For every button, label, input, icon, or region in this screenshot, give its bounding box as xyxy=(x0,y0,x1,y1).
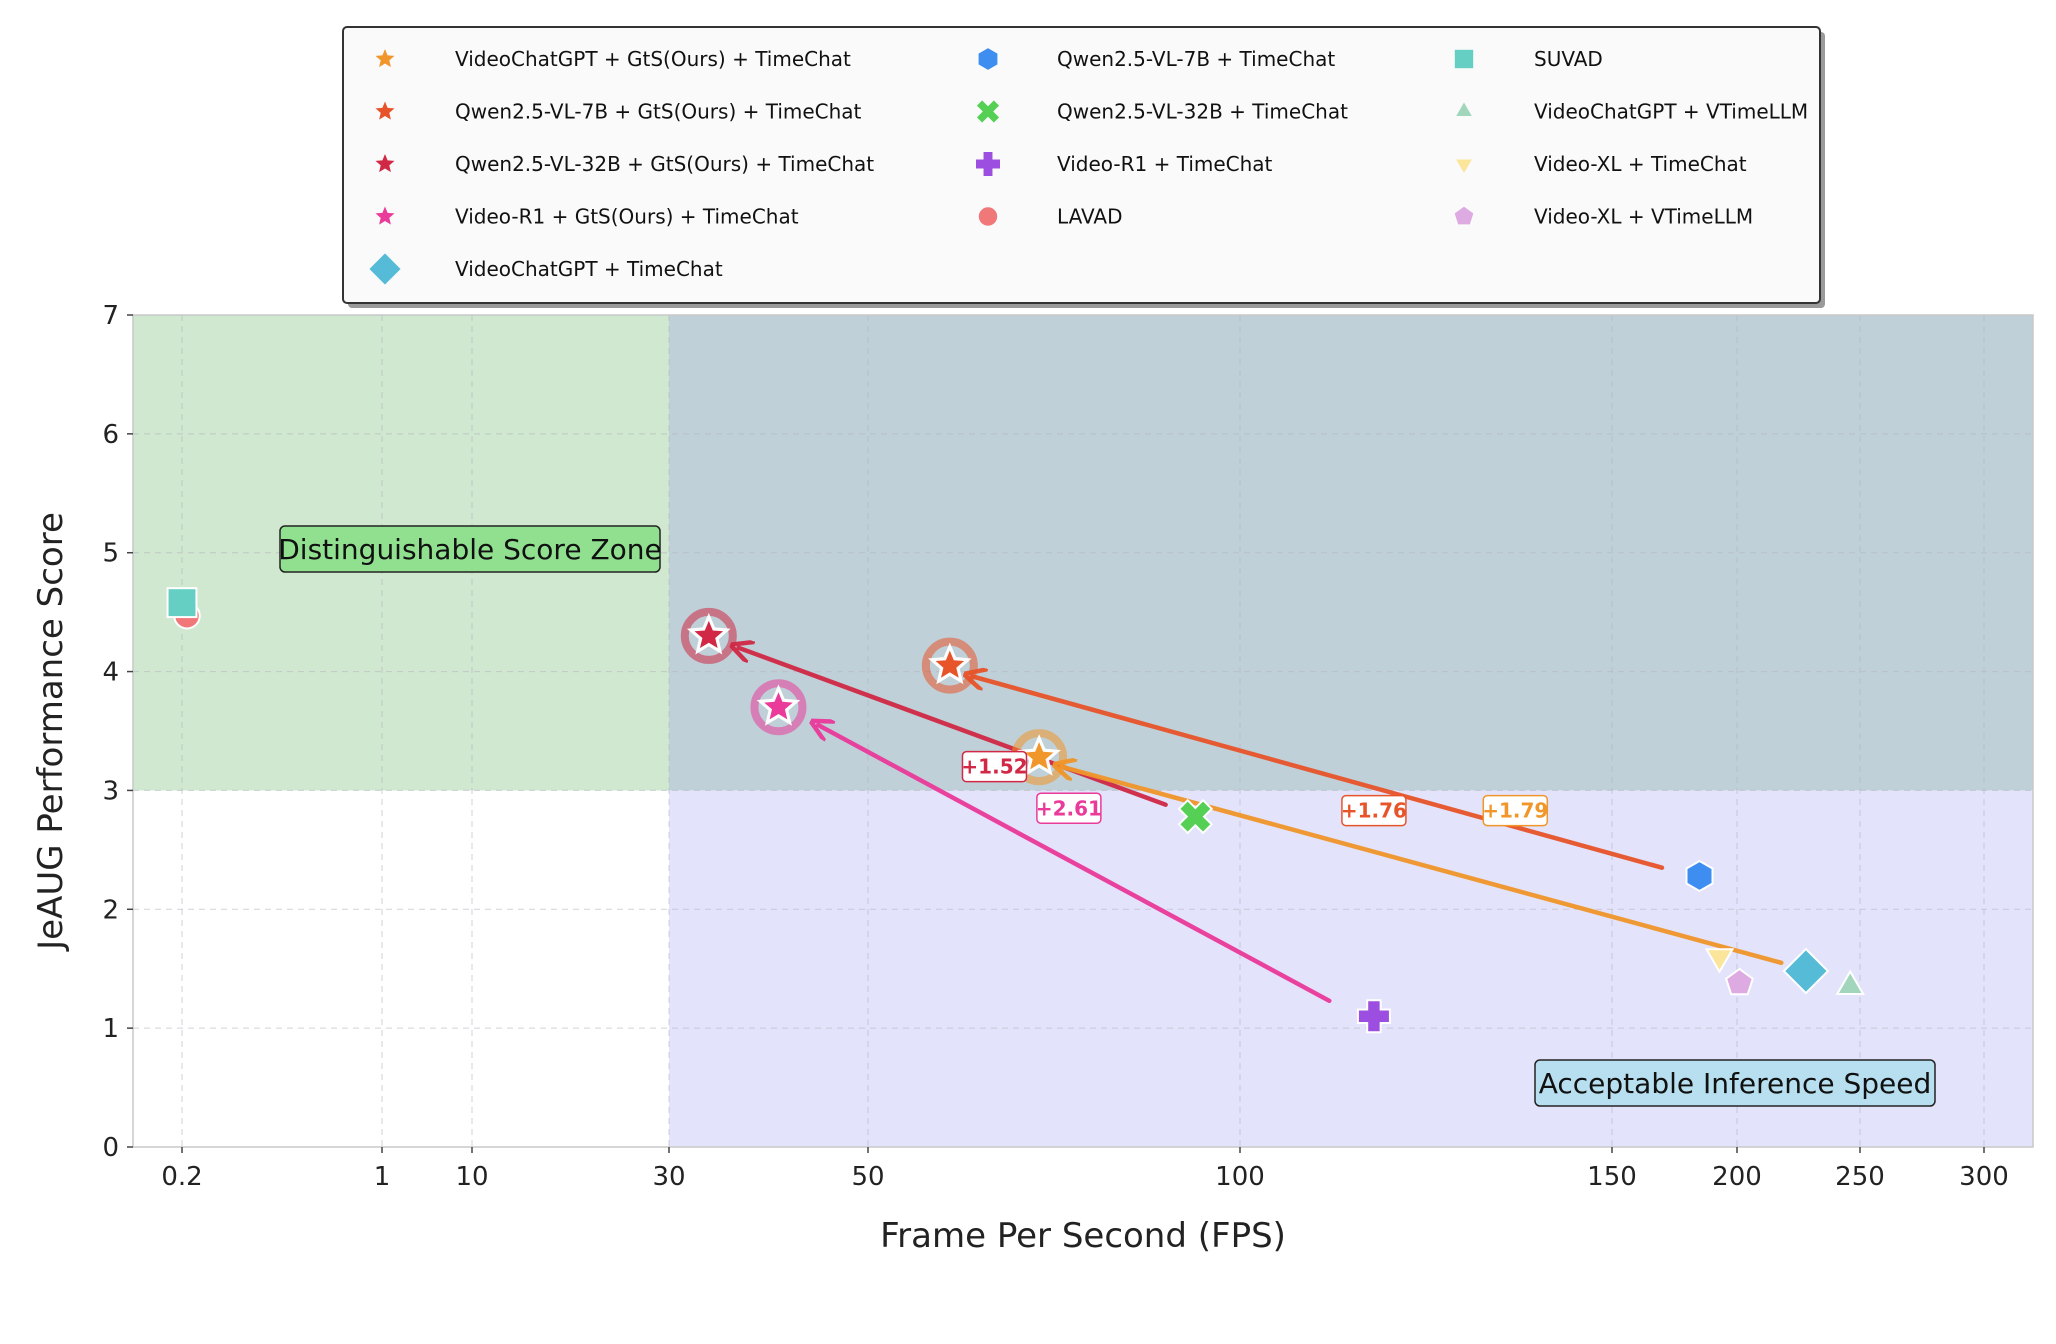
delta-box xyxy=(961,750,1028,783)
y-axis-title: JeAUG Performance Score xyxy=(31,512,71,952)
legend-entry-qwen2-5-vl-32b-timechat-marker-shape xyxy=(974,97,1002,126)
point-qwen2-5-vl-32b-timechat-shape xyxy=(1177,798,1214,835)
legend-entry-qwen2-5-vl-32b-gts-ours-timechat: Qwen2.5-VL-32B + GtS(Ours) + TimeChat xyxy=(455,152,874,176)
point-suvad xyxy=(166,587,198,619)
x-tick-label: 200 xyxy=(1712,1162,1762,1192)
x-tick-label: 300 xyxy=(1959,1162,2009,1192)
y-tick-label: 5 xyxy=(102,539,119,569)
x-tick-label: 50 xyxy=(851,1162,884,1192)
point-video-r1-gts-ours-timechat-halo xyxy=(750,679,807,736)
legend-entry-qwen2-5-vl-7b-timechat-marker xyxy=(976,45,1000,73)
legend-entry-video-r1-gts-ours-timechat: Video-R1 + GtS(Ours) + TimeChat xyxy=(455,205,799,229)
zone-backgrounds xyxy=(133,315,2033,1147)
legend-entry-suvad: SUVAD xyxy=(1534,47,1603,71)
x-tick-label: 1 xyxy=(374,1162,391,1192)
point-qwen2-5-vl-7b-gts-ours-timechat-halo xyxy=(921,637,978,694)
legend-entry-qwen2-5-vl-32b-gts-ours-timechat-marker xyxy=(375,154,395,173)
legend-entry-video-xl-timechat: Video-XL + TimeChat xyxy=(1534,152,1747,176)
y-tick-label: 6 xyxy=(102,420,119,450)
x-tick-label: 150 xyxy=(1587,1162,1637,1192)
legend-entry-lavad-marker xyxy=(976,205,1000,228)
axes xyxy=(132,314,2034,1148)
zone-label-box xyxy=(1534,1059,1936,1107)
point-video-xl-vtimellm xyxy=(1724,967,1754,996)
x-tick-label: 0.2 xyxy=(161,1162,202,1192)
improvement-arrows xyxy=(739,648,1784,1004)
y-tick-label: 3 xyxy=(102,776,119,806)
delta-labels: +1.52 +2.61 +1.76 +1.79 xyxy=(961,750,1549,827)
arrow-1-79 xyxy=(1061,767,1784,966)
point-video-r1-timechat xyxy=(1356,999,1391,1034)
legend-entry-video-r1-timechat: Video-R1 + TimeChat xyxy=(1057,152,1273,176)
point-videochatgpt-vtimellm xyxy=(1835,969,1865,995)
legend-entry-lavad: LAVAD xyxy=(1057,205,1123,229)
legend-entry-qwen2-5-vl-7b-timechat: Qwen2.5-VL-7B + TimeChat xyxy=(1057,47,1335,71)
zone-label-acceptable-inference-speed: Acceptable Inference Speed xyxy=(1539,1067,1932,1100)
x-tick-label: 100 xyxy=(1215,1162,1265,1192)
y-tick-label: 2 xyxy=(102,895,119,925)
plot-frame xyxy=(132,314,2034,1148)
y-tick-label: 4 xyxy=(102,658,119,688)
legend-entry-video-r1-gts-ours-timechat-marker xyxy=(375,206,395,225)
legend-entry-video-xl-vtimellm: Video-XL + VTimeLLM xyxy=(1534,205,1753,229)
point-qwen2-5-vl-32b-gts-ours-timechat xyxy=(694,620,724,648)
delta-box xyxy=(1482,794,1549,827)
legend-entry-qwen2-5-vl-7b-gts-ours-timechat: Qwen2.5-VL-7B + GtS(Ours) + TimeChat xyxy=(455,100,862,124)
arrow-2-61 xyxy=(818,725,1332,1004)
legend-entry-video-r1-timechat-marker xyxy=(974,150,1002,178)
point-qwen2-5-vl-32b-gts-ours-timechat-halo xyxy=(680,607,737,664)
point-qwen2-5-vl-32b-timechat xyxy=(1177,798,1214,835)
legend-entry-video-xl-vtimellm-marker xyxy=(1452,204,1476,227)
legend-entry-qwen2-5-vl-32b-timechat: Qwen2.5-VL-32B + TimeChat xyxy=(1057,100,1348,124)
delta-label-1-79: +1.79 xyxy=(1482,799,1548,823)
y-tick-label: 7 xyxy=(102,301,119,331)
delta-box xyxy=(1341,794,1407,827)
delta-label-1-52: +1.52 xyxy=(961,755,1027,779)
legend-entry-qwen2-5-vl-7b-gts-ours-timechat-marker xyxy=(375,101,395,120)
legend-entry-videochatgpt-gts-ours-timechat-marker xyxy=(375,49,395,68)
point-videochatgpt-gts-ours-timechat xyxy=(1024,742,1054,770)
legend-entry-videochatgpt-vtimellm-marker xyxy=(1452,98,1476,118)
x-axis-title: Frame Per Second (FPS) xyxy=(880,1216,1286,1256)
point-video-r1-gts-ours-timechat xyxy=(764,692,793,720)
delta-box xyxy=(1036,792,1102,825)
legend-box xyxy=(342,26,1821,304)
point-qwen2-5-vl-7b-gts-ours-timechat xyxy=(935,650,965,678)
point-qwen2-5-vl-7b-timechat xyxy=(1685,859,1714,893)
legend-entry-videochatgpt-vtimellm: VideoChatGPT + VTimeLLM xyxy=(1534,100,1808,124)
legend-entry-videochatgpt-timechat-marker xyxy=(366,250,404,288)
zone-label-distinguishable-score-zone: Distinguishable Score Zone xyxy=(278,533,662,566)
arrow-1-76 xyxy=(972,676,1665,870)
delta-label-1-76: +1.76 xyxy=(1341,799,1407,823)
y-tick-label: 0 xyxy=(102,1133,119,1163)
legend: VideoChatGPT + GtS(Ours) + TimeChat Qwen2… xyxy=(342,26,1825,308)
delta-label-2-61: +2.61 xyxy=(1036,796,1102,820)
y-tick-label: 1 xyxy=(102,1014,119,1044)
point-video-xl-timechat xyxy=(1704,948,1735,974)
tick-labels: 0.2 1 10 30 50 100 150 200 250 300 0 1 2 3 4 5 6 7 xyxy=(102,301,2008,1192)
data-points xyxy=(166,587,1865,1034)
x-tick-label: 30 xyxy=(652,1162,685,1192)
point-videochatgpt-timechat xyxy=(1782,947,1830,995)
legend-entry-videochatgpt-timechat: VideoChatGPT + TimeChat xyxy=(455,257,723,281)
legend-entry-suvad-marker xyxy=(1452,47,1476,71)
zone-labels: Distinguishable Score Zone Acceptable Inf… xyxy=(278,525,1936,1107)
legend-entry-video-xl-timechat-marker xyxy=(1452,157,1476,178)
arrow-1-52 xyxy=(739,648,1168,807)
legend-entry-videochatgpt-gts-ours-timechat: VideoChatGPT + GtS(Ours) + TimeChat xyxy=(455,47,851,71)
x-tick-label: 250 xyxy=(1835,1162,1885,1192)
zone-label-box xyxy=(279,525,661,573)
legend-entry-qwen2-5-vl-32b-timechat-marker xyxy=(974,97,1002,126)
x-tick-label: 10 xyxy=(455,1162,488,1192)
